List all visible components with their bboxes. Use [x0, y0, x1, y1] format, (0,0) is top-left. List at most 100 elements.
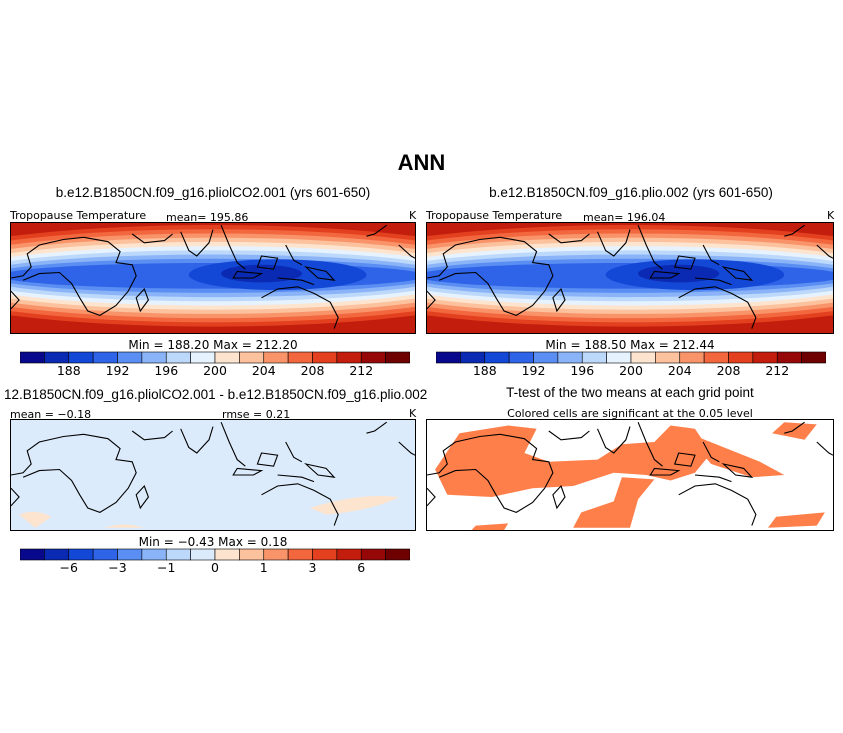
coastline — [694, 277, 732, 286]
coastline — [220, 224, 246, 270]
colorbar-swatch — [165, 351, 191, 364]
panel3-rmse: rmse = 0.21 — [222, 408, 291, 421]
colorbar-swatch — [385, 351, 410, 364]
colorbar-swatch — [630, 351, 656, 364]
colorbar-tick-label: 0 — [211, 560, 219, 574]
colorbar-swatch — [263, 351, 289, 364]
panel2-mean: mean= 196.04 — [583, 211, 666, 224]
coastline — [366, 421, 388, 434]
colorbar-swatch — [190, 548, 216, 561]
coastline — [552, 484, 566, 510]
coastline — [135, 287, 150, 313]
panel3-units: K — [409, 407, 417, 420]
significant-region — [573, 477, 655, 528]
colorbar-swatch — [801, 351, 826, 364]
coastline — [261, 286, 339, 329]
panel3-minmax: Min = −0.43 Max = 0.18 — [138, 535, 288, 549]
colorbar-swatch — [117, 351, 143, 364]
coastline — [256, 255, 279, 270]
panel2-minmax: Min = 188.50 Max = 212.44 — [545, 338, 715, 352]
colorbar-swatch — [655, 351, 681, 364]
colorbar-swatch — [360, 548, 386, 561]
panel4-title: T-test of the two means at each grid poi… — [506, 385, 754, 400]
coastline — [784, 224, 805, 237]
colorbar-tick-label: 204 — [252, 363, 276, 377]
colorbar-swatch — [606, 351, 632, 364]
coastline — [131, 233, 173, 244]
coastline — [427, 290, 436, 310]
colorbar-swatch — [312, 548, 338, 561]
coastline — [398, 441, 415, 456]
colorbar-tick-label: −6 — [60, 560, 78, 574]
coastline — [398, 244, 415, 259]
colorbar-tick-label: −1 — [157, 560, 175, 574]
colorbar-swatch — [287, 548, 313, 561]
colorbar-swatch — [336, 351, 362, 364]
panel2-title: b.e12.B1850CN.f09_g16.plio.002 (yrs 601-… — [489, 185, 773, 200]
colorbar-tick-label: 200 — [203, 363, 227, 377]
panel3-map — [10, 419, 416, 531]
significant-region — [435, 425, 712, 497]
coastline — [816, 244, 833, 259]
colorbar-swatch — [20, 548, 45, 561]
panel1-map — [10, 222, 416, 334]
colorbar-swatch — [336, 548, 362, 561]
colorbar-tick-label: 196 — [570, 363, 594, 377]
coastlines — [427, 421, 833, 526]
colorbar-swatch — [703, 351, 729, 364]
colorbar-swatch — [92, 548, 118, 561]
coastline — [135, 484, 150, 510]
coastline — [256, 452, 279, 467]
coastline — [678, 483, 757, 526]
coastline — [548, 430, 590, 441]
coastline — [816, 441, 833, 456]
coastline — [649, 270, 681, 279]
coastlines — [11, 421, 415, 526]
colorbar-swatch — [141, 548, 167, 561]
colorbar-swatch — [214, 548, 240, 561]
temperature-field — [11, 223, 415, 333]
coastline — [427, 236, 554, 317]
panel2-units: K — [827, 209, 835, 222]
positive-patch — [19, 511, 52, 528]
significance-field — [427, 420, 833, 530]
coastline — [304, 463, 336, 478]
coastline — [784, 421, 805, 434]
colorbar-tick-label: 212 — [765, 363, 789, 377]
colorbar-tick-label: −3 — [108, 560, 126, 574]
significant-region — [471, 523, 509, 530]
coastline — [277, 474, 315, 483]
colorbar-tick-label: 208 — [717, 363, 741, 377]
panel2-variable: Tropopause Temperature — [426, 209, 563, 222]
colorbar-tick-label: 6 — [357, 560, 365, 574]
coastline — [232, 467, 264, 476]
field-band — [11, 420, 415, 530]
coastline — [366, 224, 388, 237]
colorbar-tick-label: 188 — [57, 363, 81, 377]
colorbar-tick-label: 212 — [349, 363, 373, 377]
panel1-variable: Tropopause Temperature — [10, 209, 147, 222]
colorbar-swatch — [68, 351, 94, 364]
colorbar-tick-label: 3 — [309, 560, 317, 574]
coastline — [285, 244, 303, 266]
colorbar-swatch — [776, 351, 802, 364]
colorbar-swatch — [20, 351, 45, 364]
coastline — [721, 463, 754, 478]
colorbar-swatch — [385, 548, 410, 561]
colorbar-tick-label: 188 — [473, 363, 497, 377]
colorbar-swatch — [239, 351, 265, 364]
coastline — [11, 433, 137, 514]
colorbar-tick-label: 204 — [668, 363, 692, 377]
panel3-title: 12.B1850CN.f09_g16.pliolCO2.001 - b.e12.… — [4, 387, 428, 402]
colorbar-tick-label: 200 — [619, 363, 643, 377]
coastline — [673, 452, 696, 467]
colorbar-swatch — [68, 548, 94, 561]
coastline — [277, 277, 315, 286]
panel4-map — [426, 419, 834, 531]
significant-region — [772, 422, 817, 440]
coastline — [11, 236, 137, 317]
colorbar-swatch — [117, 548, 143, 561]
colorbar-tick-label: 1 — [260, 560, 268, 574]
colorbar-swatch — [190, 351, 216, 364]
temperature-field — [427, 223, 833, 333]
